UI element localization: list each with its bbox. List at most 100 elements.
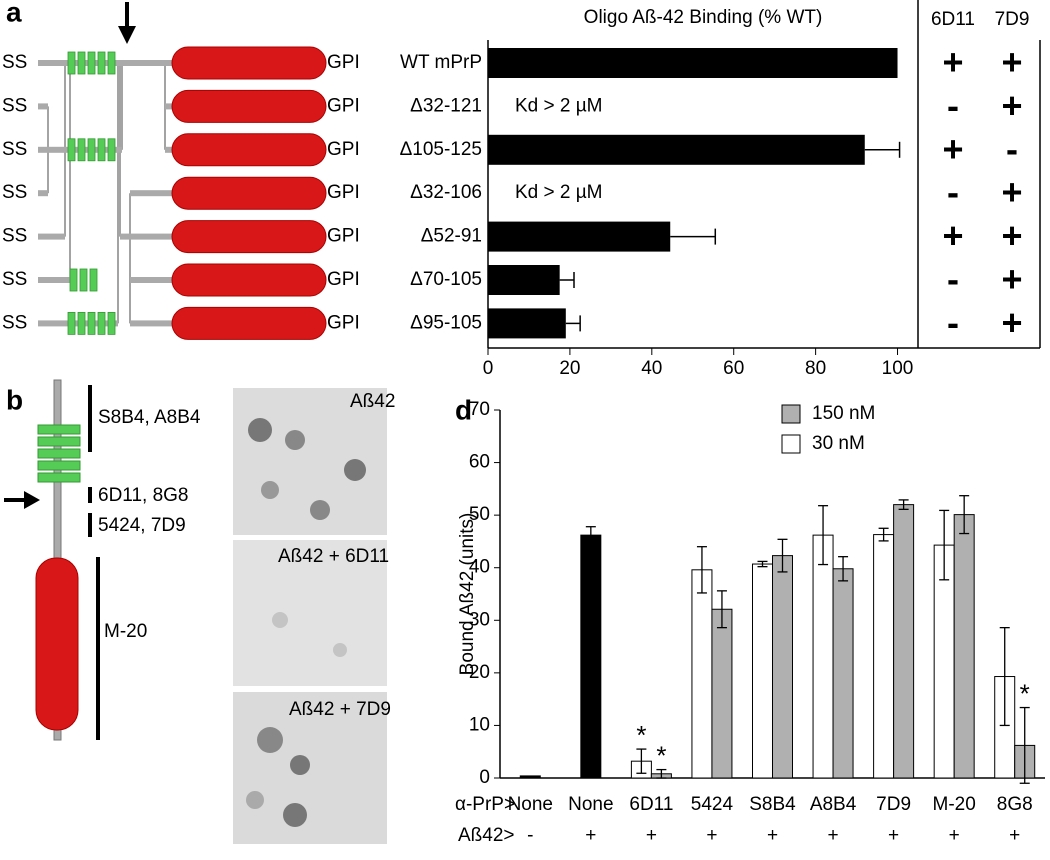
repeat: [77, 51, 86, 75]
repeat: [107, 138, 116, 162]
bar: [953, 514, 975, 779]
repeat: [87, 138, 96, 162]
x-tick-label: 6D11: [629, 794, 673, 815]
bar: [519, 775, 541, 779]
table-cell: -: [947, 85, 959, 126]
domain: [171, 89, 327, 123]
column-header: 7D9: [995, 9, 1030, 30]
category-label: Δ95-105: [410, 312, 482, 333]
y-tick-label: 70: [469, 399, 490, 420]
right-label: GPI: [327, 312, 360, 333]
cell: [257, 727, 283, 753]
row-label: Aß42>: [458, 825, 515, 846]
table-cell: +: [942, 128, 963, 169]
cell: [285, 430, 305, 450]
category-label: Δ70-105: [410, 269, 482, 290]
row-label: α-PrP>: [455, 794, 515, 815]
repeat: [89, 268, 98, 292]
legend-swatch: [781, 434, 801, 454]
image: [233, 540, 387, 686]
cell: [310, 500, 330, 520]
panel-label: b: [6, 384, 23, 415]
right-label: GPI: [327, 139, 360, 160]
repeat: [37, 436, 81, 447]
y-tick-label: 20: [469, 662, 490, 683]
repeat: [87, 51, 96, 75]
legend-label: 30 nM: [812, 433, 865, 454]
image-label: Aß42 + 7D9: [289, 699, 391, 720]
cell: [261, 481, 279, 499]
x-tick-label: 20: [559, 358, 580, 379]
y-tick-label: 30: [469, 609, 490, 630]
y-tick-label: 50: [469, 504, 490, 525]
bar: [893, 504, 915, 779]
x-tick-label: 40: [641, 358, 662, 379]
repeat: [67, 51, 76, 75]
backbone: [120, 233, 175, 240]
bar: [873, 534, 895, 779]
category-label: Δ105-125: [400, 139, 482, 160]
x-tick-label: None: [568, 794, 613, 815]
row-value: +: [828, 825, 839, 846]
significance: *: [636, 720, 646, 750]
repeat: [97, 138, 106, 162]
repeat: [97, 51, 106, 75]
repeat: [67, 138, 76, 162]
x-tick-label: 60: [723, 358, 744, 379]
cell: [283, 803, 307, 827]
backbone: [38, 190, 48, 197]
column-header: 6D11: [931, 9, 975, 30]
x-tick-label: M-20: [933, 794, 976, 815]
table-cell: +: [942, 42, 963, 83]
legend-swatch: [781, 404, 801, 424]
epitope-label: 6D11, 8G8: [98, 485, 188, 506]
repeat: [97, 311, 106, 335]
image-label: Aß42: [350, 391, 395, 412]
backbone: [130, 190, 175, 197]
diagram-b: S8B4, A8B4 6D11, 8G8 5424, 7D9 M-20: [4, 379, 201, 741]
table-cell: +: [1001, 42, 1022, 83]
arrow-head: [24, 491, 40, 509]
backbone: [38, 103, 48, 110]
row-value: -: [527, 825, 533, 846]
x-tick-label: 100: [882, 358, 914, 379]
bar: [812, 534, 834, 779]
bar: [488, 308, 566, 339]
row-value: +: [646, 825, 657, 846]
category-label: Δ32-106: [410, 182, 482, 203]
backbone: [38, 233, 65, 240]
right-label: GPI: [327, 269, 360, 290]
y-axis-label: Bound Aß42 (units): [457, 513, 478, 676]
right-label: GPI: [327, 182, 360, 203]
backbone: [165, 103, 175, 110]
cell: [290, 755, 310, 775]
bar: [691, 569, 713, 779]
cell: [248, 418, 272, 442]
backbone: [38, 277, 70, 283]
left-label: SS: [2, 269, 27, 290]
repeat: [37, 448, 81, 459]
bar: [752, 563, 773, 779]
row-value: +: [1009, 825, 1020, 846]
significance: *: [1020, 678, 1030, 708]
bar: [488, 221, 671, 252]
table-cell: +: [1001, 302, 1022, 343]
bar: [488, 265, 560, 295]
bar: [772, 555, 793, 779]
left-label: SS: [2, 312, 27, 333]
x-tick-label: 80: [805, 358, 826, 379]
row-value: +: [585, 825, 596, 846]
repeat: [79, 268, 88, 292]
repeat: [77, 138, 86, 162]
significance: *: [656, 740, 666, 770]
x-tick-label: 0: [483, 358, 494, 379]
table-cell: -: [1006, 128, 1018, 169]
domain: [35, 557, 79, 731]
domain: [171, 176, 327, 210]
x-tick-label: 7D9: [876, 794, 911, 815]
backbone: [38, 60, 175, 66]
table-cell: +: [1001, 172, 1022, 213]
y-tick-label: 60: [469, 452, 490, 473]
left-label: SS: [2, 139, 27, 160]
row-value: +: [888, 825, 899, 846]
